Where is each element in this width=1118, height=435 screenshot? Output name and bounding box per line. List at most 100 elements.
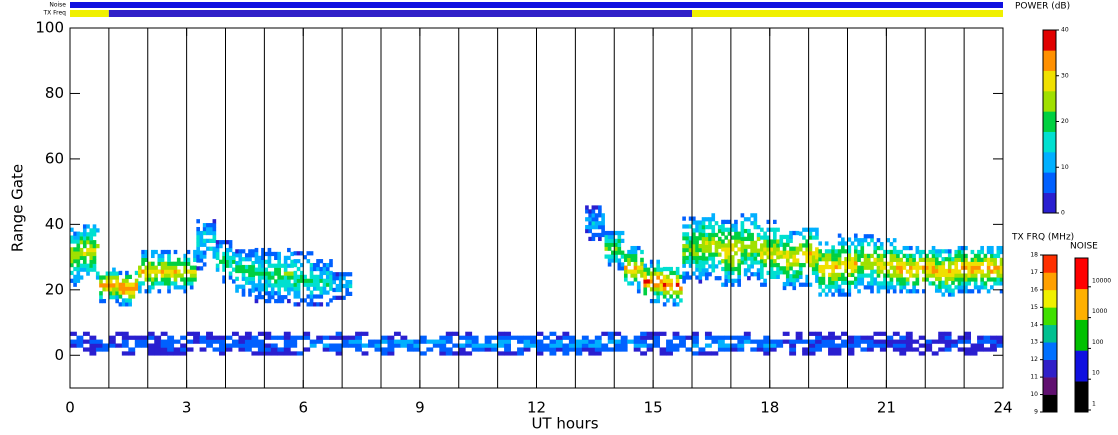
echo-cell [756,225,761,230]
echo-cell [708,240,712,245]
echo-cell [980,245,984,251]
echo-cell [912,261,916,266]
echo-cell [633,277,638,282]
echo-cell [112,291,116,296]
echo-cell [92,240,97,245]
echo-cell [228,247,233,253]
echo-cell [653,331,661,336]
echo-cell [261,287,265,292]
echo-cell [656,295,661,300]
echo-cell [244,257,249,262]
echo-cell [905,261,910,266]
echo-cell [264,335,272,340]
echo-cell [189,277,194,282]
echo-cell [604,242,609,247]
echo-cell [640,269,644,274]
echo-cell [293,274,298,279]
echo-cell [76,339,84,344]
echo-cell [724,243,729,248]
echo-cell [620,262,625,267]
echo-cell [183,277,188,282]
echo-cell [789,278,793,283]
echo-cell [730,335,738,340]
echo-cell [889,277,894,282]
echo-cell [157,257,162,262]
echo-cell [708,217,712,222]
echo-cell [727,259,732,264]
echo-cell [837,233,842,238]
echo-cell [704,331,712,336]
echo-cell [795,262,800,267]
echo-cell [283,267,288,272]
echo-cell [756,252,761,257]
echo-cell [789,234,793,240]
echo-cell [740,228,745,234]
tx-colorbar-frame [1042,254,1058,413]
echo-cell [808,235,813,240]
echo-cell [215,240,220,245]
echo-cell [128,351,136,356]
echo-cell [753,217,758,222]
echo-cell [212,226,217,232]
power-tick-label: 0 [1061,210,1065,217]
echo-cell [290,335,298,340]
echo-cell [614,242,618,247]
echo-cell [847,253,852,258]
echo-cell [795,230,800,236]
echo-cell [238,264,243,270]
echo-cell [633,347,641,352]
echo-cell [623,265,628,270]
echo-cell [782,331,790,336]
echo-cell [708,221,712,226]
echo-cell [549,343,557,348]
echo-cell [510,351,518,356]
echo-cell [643,283,648,288]
echo-cell [620,250,625,255]
echo-cell [795,339,803,344]
echo-cell [627,257,631,262]
echo-cell [695,224,699,229]
echo-cell [847,264,852,270]
echo-cell [458,343,466,348]
echo-cell [824,249,829,254]
echo-cell [426,339,434,344]
echo-cell [131,290,136,295]
tx-color-block [1043,255,1057,273]
echo-cell [892,269,897,274]
power-color-block [1043,131,1056,153]
echo-cell [280,279,285,284]
echo-cell [802,351,810,356]
echo-cell [870,253,874,259]
echo-cell [465,343,473,348]
echo-cell [698,259,703,264]
echo-cell [899,257,903,262]
echo-cell [737,339,745,344]
echo-cell [121,302,126,307]
echo-cell [795,258,800,263]
echo-cell [747,244,751,249]
echo-cell [76,343,84,348]
echo-cell [782,250,787,255]
echo-cell [947,257,952,262]
echo-cell [89,247,94,253]
echo-cell [630,249,635,255]
echo-cell [798,231,803,236]
echo-cell [636,285,641,290]
echo-cell [267,255,272,261]
echo-cell [892,245,897,251]
echo-cell [889,242,894,247]
echo-cell [821,257,826,262]
echo-cell [251,280,256,285]
echo-cell [254,267,259,272]
echo-cell [251,276,256,281]
echo-cell [105,275,110,280]
echo-cell [999,273,1004,278]
echo-cell [264,275,269,280]
echo-cell [445,351,453,356]
echo-cell [679,274,683,279]
echo-cell [967,277,972,282]
echo-cell [335,343,343,348]
echo-cell [811,266,816,272]
echo-cell [342,283,346,289]
echo-cell [828,284,832,289]
